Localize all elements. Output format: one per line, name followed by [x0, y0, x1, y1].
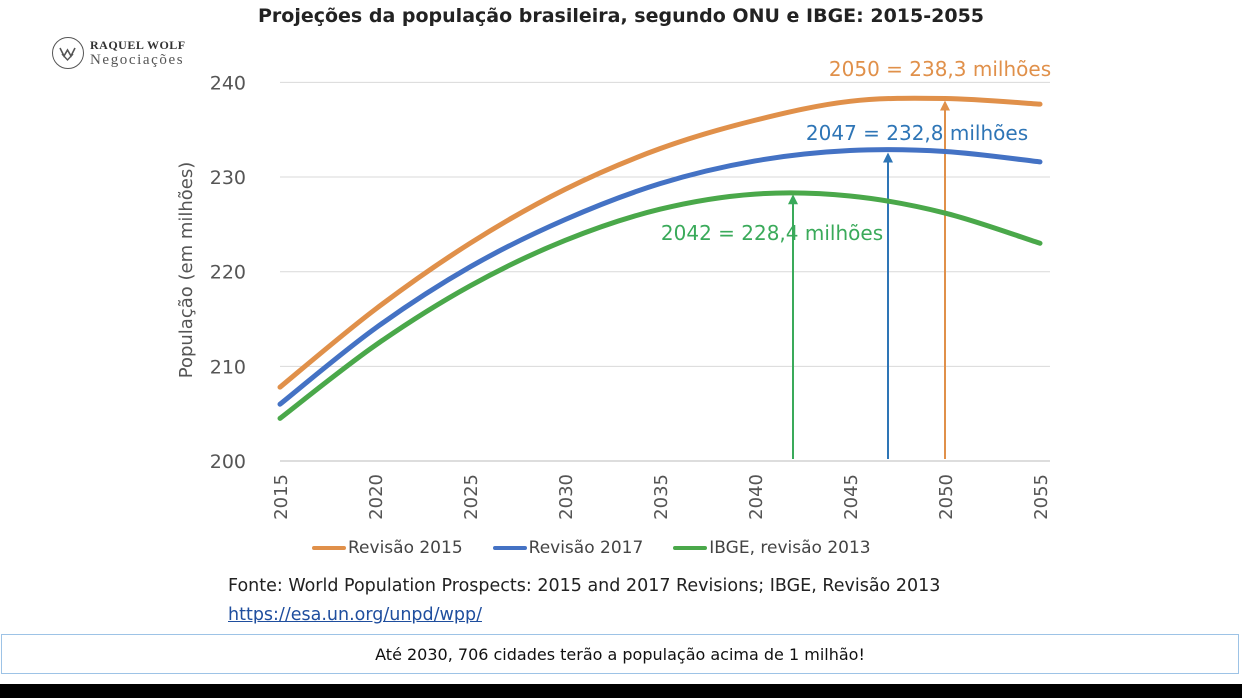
peak-annotation: 2042 = 228,4 milhões: [661, 221, 883, 245]
legend-label: Revisão 2017: [528, 538, 644, 558]
chart-legend: Revisão 2015 Revisão 2017 IBGE, revisão 20…: [312, 538, 871, 558]
y-tick-label: 220: [210, 262, 246, 284]
x-tick-label: 2020: [366, 474, 387, 520]
y-axis-label: População (em milhões): [176, 162, 197, 379]
source-text: Fonte: World Population Prospects: 2015 …: [228, 576, 941, 596]
peak-annotation: 2047 = 232,8 milhões: [806, 121, 1028, 145]
legend-swatch: [492, 546, 527, 550]
x-tick-label: 2055: [1031, 474, 1052, 520]
x-tick-label: 2045: [841, 474, 862, 520]
legend-item: Revisão 2015: [312, 538, 463, 558]
y-tick-label: 210: [210, 356, 246, 378]
arrow-head-icon: [883, 152, 893, 163]
arrow-head-icon: [788, 194, 798, 205]
logo-name: RAQUEL WOLF: [90, 38, 186, 52]
legend-item: IBGE, revisão 2013: [673, 538, 871, 558]
arrow-head-icon: [940, 100, 950, 111]
series-line: [277, 147, 1043, 407]
legend-label: Revisão 2015: [348, 538, 463, 558]
legend-swatch: [312, 546, 346, 550]
bottom-bar: [0, 684, 1242, 698]
peak-annotation: 2050 = 238,3 milhões: [829, 57, 1051, 81]
legend-swatch: [673, 546, 708, 550]
series-line: [277, 95, 1043, 390]
y-tick-label: 230: [210, 167, 246, 189]
legend-label: IBGE, revisão 2013: [709, 538, 871, 558]
banner-text: Até 2030, 706 cidades terão a população …: [375, 644, 865, 664]
y-tick-label: 200: [210, 451, 246, 473]
x-tick-label: 2030: [556, 474, 577, 520]
x-tick-label: 2015: [271, 474, 292, 520]
source-link[interactable]: https://esa.un.org/unpd/wpp/: [228, 605, 482, 625]
x-tick-label: 2040: [746, 474, 767, 520]
x-tick-label: 2025: [461, 474, 482, 520]
x-tick-label: 2035: [651, 474, 672, 520]
y-tick-label: 240: [210, 72, 246, 94]
series-line: [277, 190, 1043, 421]
info-banner: Até 2030, 706 cidades terão a população …: [1, 634, 1239, 674]
legend-item: Revisão 2017: [492, 538, 644, 558]
line-chart: 200 210 220 230 240 2015 2020 2025 2030 2035 2040…: [176, 57, 1052, 520]
logo-subtitle: Negociações: [90, 52, 185, 68]
x-tick-label: 2050: [936, 474, 957, 520]
chart-title: Projeções da população brasileira, segun…: [257, 5, 985, 27]
brand-logo: RAQUEL WOLF Negociações: [52, 37, 212, 77]
wolf-icon: [52, 37, 84, 69]
